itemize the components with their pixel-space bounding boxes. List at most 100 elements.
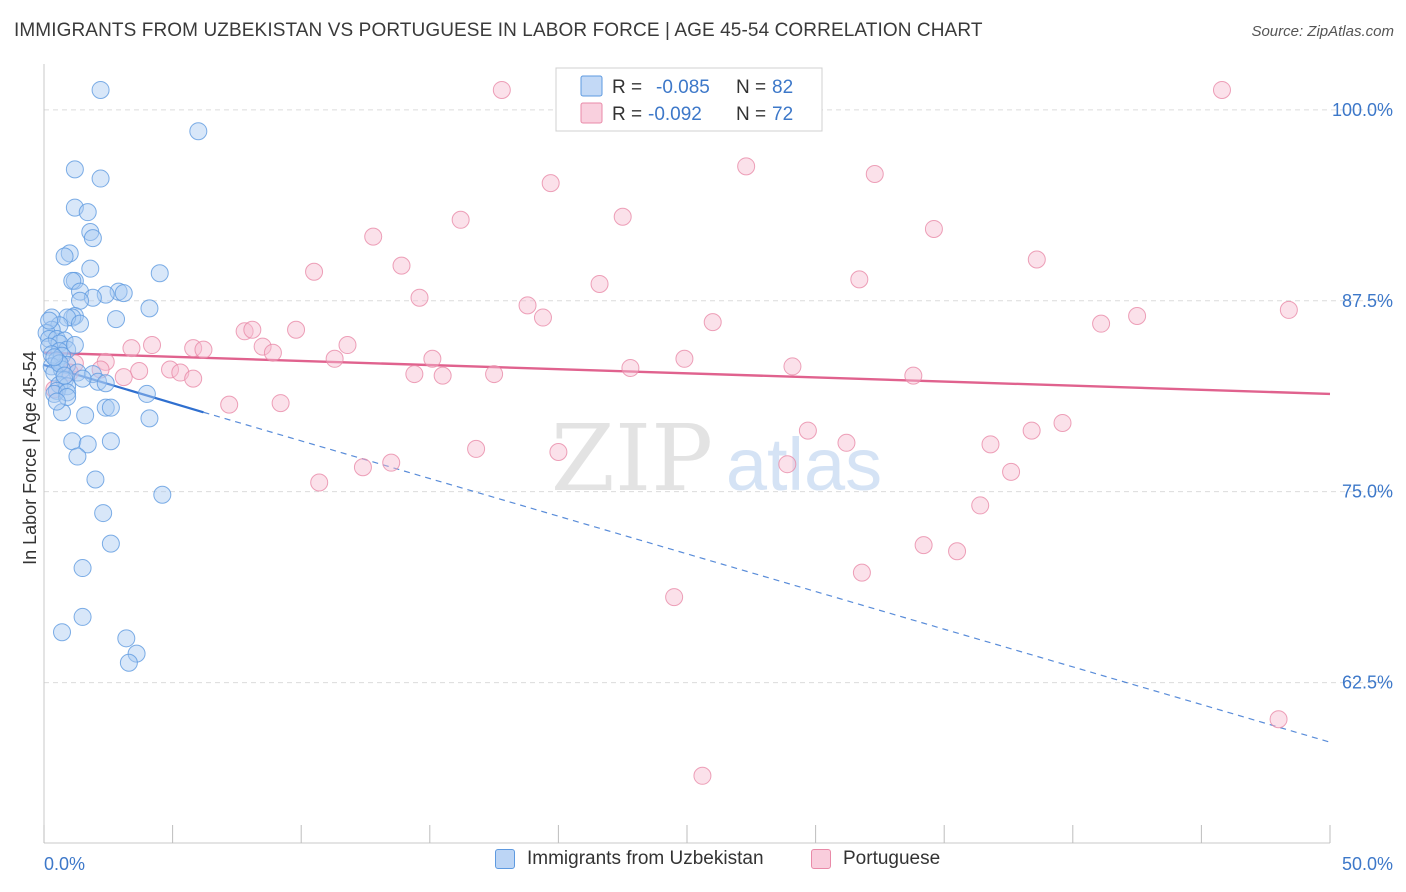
stats-n-value-pink: 72 [772,104,793,125]
point-portuguese [914,536,933,555]
point-uzbekistan [53,623,72,642]
point-portuguese [703,313,722,332]
chart-title: IMMIGRANTS FROM UZBEKISTAN VS PORTUGUESE… [14,20,983,41]
point-portuguese [485,365,504,384]
point-uzbekistan [101,534,120,553]
point-portuguese [392,256,411,275]
stats-n-label-pink: N = [736,104,766,125]
point-portuguese [948,542,967,561]
point-portuguese [549,442,568,461]
point-portuguese [778,455,797,474]
point-portuguese [518,296,537,315]
point-portuguese [382,453,401,472]
y-tick-label: 75.0% [1342,482,1393,502]
x-tick-label: 50.0% [1342,854,1393,874]
point-portuguese [310,473,329,492]
point-portuguese [405,365,424,384]
data-points [37,80,1298,785]
point-portuguese [621,358,640,377]
legend-label-portuguese: Portuguese [843,848,941,869]
point-uzbekistan [73,607,92,626]
y-tick-label: 100.0% [1332,100,1393,120]
point-portuguese [675,349,694,368]
point-uzbekistan [45,348,64,367]
point-uzbekistan [78,435,97,454]
point-portuguese [271,394,290,413]
point-portuguese [533,308,552,327]
point-uzbekistan [117,629,136,648]
series-legend: Immigrants from Uzbekistan Portuguese [0,848,1406,880]
stats-r-label-blue: R = [612,77,642,98]
point-uzbekistan [55,247,74,266]
point-portuguese [665,588,684,607]
point-portuguese [492,80,511,99]
source-credit: Source: ZipAtlas.com [1251,23,1394,40]
point-portuguese [338,336,357,355]
point-portuguese [325,349,344,368]
point-portuguese [613,207,632,226]
point-uzbekistan [127,644,146,663]
point-uzbekistan [40,311,59,330]
point-portuguese [1022,421,1041,440]
stats-r-value-blue: -0.085 [656,77,710,98]
point-portuguese [693,766,712,785]
point-uzbekistan [94,504,113,523]
point-portuguese [852,563,871,582]
point-portuguese [130,362,149,381]
point-uzbekistan [81,259,100,278]
point-uzbekistan [78,203,97,222]
point-portuguese [971,496,990,515]
point-portuguese [433,366,452,385]
point-portuguese [1053,413,1072,432]
point-portuguese [850,270,869,289]
point-portuguese [143,336,162,355]
point-portuguese [1279,300,1298,319]
point-portuguese [541,174,560,193]
point-uzbekistan [140,409,159,428]
point-portuguese [220,395,239,414]
y-tick-label: 87.5% [1342,291,1393,311]
stats-legend-blue-swatch [580,75,603,97]
watermark-zip: ZIP [551,405,713,512]
point-portuguese [865,164,884,183]
point-portuguese [161,360,180,379]
point-uzbekistan [65,336,84,355]
point-uzbekistan [83,229,102,248]
point-portuguese [737,157,756,176]
stats-n-value-blue: 82 [772,77,793,98]
legend-swatch-pink [811,849,831,869]
point-portuguese [364,227,383,246]
point-uzbekistan [73,559,92,578]
watermark-atlas: atlas [726,423,882,506]
point-uzbekistan [96,398,115,417]
point-portuguese [122,339,141,358]
point-uzbekistan [73,369,92,388]
x-tick-label: 0.0% [44,854,85,874]
point-uzbekistan [150,264,169,283]
point-portuguese [798,421,817,440]
legend-item-uzbekistan: Immigrants from Uzbekistan [495,848,764,870]
point-portuguese [783,357,802,376]
point-portuguese [1128,307,1147,326]
point-uzbekistan [114,284,133,303]
legend-swatch-blue [495,849,515,869]
point-uzbekistan [101,432,120,451]
point-portuguese [253,337,272,356]
watermark: ZIP atlas [551,405,882,512]
point-portuguese [467,439,486,458]
grid-lines [44,109,1392,684]
point-portuguese [1002,462,1021,481]
point-uzbekistan [55,366,74,385]
point-portuguese [904,366,923,385]
point-uzbekistan [140,299,159,318]
point-portuguese [243,320,262,339]
point-portuguese [1092,314,1111,333]
point-portuguese [981,435,1000,454]
point-portuguese [194,340,213,359]
point-portuguese [235,322,254,341]
point-portuguese [924,219,943,238]
point-uzbekistan [68,447,87,466]
point-uzbekistan [189,122,208,141]
stats-legend-pink-swatch [580,102,603,124]
point-uzbekistan [40,329,59,348]
